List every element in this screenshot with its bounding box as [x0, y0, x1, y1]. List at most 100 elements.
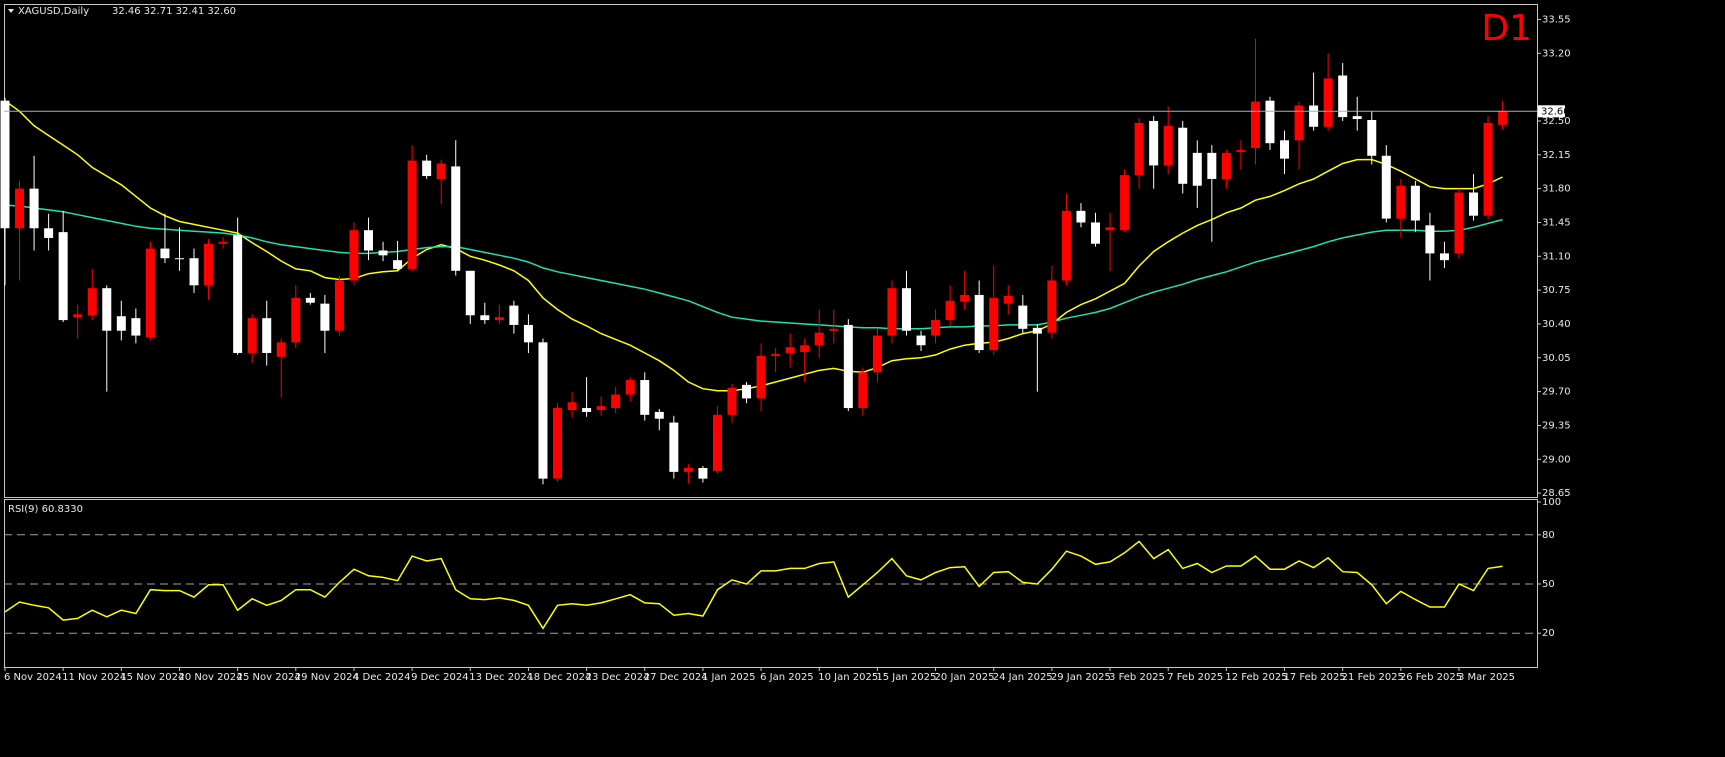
candle-body	[465, 270, 475, 316]
candle-body	[567, 402, 577, 410]
candle-body	[814, 332, 824, 346]
candle-body	[305, 297, 315, 303]
candle-body	[829, 328, 839, 331]
candle-body	[451, 166, 461, 271]
y-tick-label: 31.80	[1542, 184, 1571, 195]
candle-body	[1280, 140, 1290, 159]
x-tick-label: 15 Nov 2024	[120, 672, 184, 683]
candle-body	[1105, 227, 1115, 231]
x-tick-label: 17 Feb 2025	[1284, 672, 1346, 683]
candle-body	[800, 345, 810, 352]
y-tick-label: 31.45	[1542, 217, 1571, 228]
candle-body	[960, 294, 970, 302]
candle-body	[334, 280, 344, 331]
x-tick-label: 10 Jan 2025	[818, 672, 878, 683]
y-tick-label: 28.65	[1542, 488, 1571, 499]
y-tick-label: 80	[1542, 530, 1555, 541]
candle-body	[989, 297, 999, 351]
candle-body	[1032, 327, 1042, 334]
x-tick-label: 3 Feb 2025	[1109, 672, 1165, 683]
candle-body	[611, 394, 621, 409]
candle-body	[1469, 192, 1479, 216]
candle-body	[1338, 75, 1348, 118]
candle-body	[1120, 175, 1130, 231]
candle-body	[1439, 253, 1449, 261]
last-price-box	[1538, 105, 1565, 118]
candle-body	[1367, 120, 1377, 156]
candle-body	[901, 288, 911, 331]
y-tick-label: 100	[1542, 497, 1561, 508]
candle-body	[756, 355, 766, 399]
candle-body	[349, 230, 359, 281]
y-tick-label: 33.55	[1542, 14, 1571, 25]
x-tick-label: 11 Nov 2024	[62, 672, 126, 683]
candle-body	[1396, 185, 1406, 219]
candle-body	[1207, 152, 1217, 179]
x-tick-label: 9 Dec 2024	[411, 672, 469, 683]
candle-body	[1294, 105, 1304, 141]
candle-body	[1309, 105, 1319, 127]
candle-body	[116, 316, 126, 331]
candle-body	[931, 320, 941, 336]
rsi-line	[4, 540, 1503, 630]
candle-body	[58, 232, 68, 321]
timeframe: D1	[1481, 8, 1532, 49]
rsi-title: RSI(9) 60.8330	[8, 504, 83, 515]
candle-body	[1323, 78, 1333, 127]
x-tick-label: 26 Feb 2025	[1400, 672, 1462, 683]
y-tick-label: 31.10	[1542, 251, 1571, 262]
x-tick-label: 12 Feb 2025	[1225, 672, 1287, 683]
candle-body	[15, 188, 25, 229]
candle-body	[698, 468, 708, 479]
candle-body	[320, 303, 330, 331]
candle-body	[1221, 152, 1231, 179]
candle-body	[1352, 116, 1362, 120]
candle-body	[174, 258, 184, 260]
candle-body	[145, 248, 155, 338]
candle-body	[291, 297, 301, 343]
candle-body	[582, 408, 592, 412]
y-tick-label: 32.50	[1542, 116, 1571, 127]
y-tick-label: 50	[1542, 579, 1555, 590]
candle-body	[1178, 127, 1188, 184]
candle-body	[160, 248, 170, 259]
candle-body	[887, 288, 897, 336]
y-tick-label: 33.20	[1542, 48, 1571, 59]
candle-body	[1425, 225, 1435, 254]
x-tick-label: 23 Dec 2024	[586, 672, 650, 683]
candle-body	[625, 380, 635, 395]
candle-body	[596, 406, 606, 410]
x-tick-label: 20 Jan 2025	[935, 672, 995, 683]
menu-arrow[interactable]	[8, 9, 14, 13]
x-tick-label: 3 Mar 2025	[1458, 672, 1515, 683]
candle-body	[29, 188, 39, 229]
x-tick-label: 13 Dec 2024	[469, 672, 533, 683]
candle-body	[683, 468, 693, 472]
y-tick-label: 29.00	[1542, 454, 1571, 465]
candle-body	[436, 163, 446, 179]
candle-body	[1061, 210, 1071, 281]
candle-body	[1134, 122, 1144, 176]
x-tick-label: 7 Feb 2025	[1167, 672, 1223, 683]
candle-body	[654, 411, 664, 419]
symbol-title: XAGUSD,Daily	[18, 6, 89, 17]
y-tick-label: 30.40	[1542, 319, 1571, 330]
candle-body	[87, 288, 97, 316]
y-tick-label: 20	[1542, 628, 1555, 639]
y-tick-label: 29.70	[1542, 387, 1571, 398]
candle-body	[916, 335, 926, 346]
candle-body	[974, 294, 984, 351]
candle-body	[523, 324, 533, 343]
candle-body	[640, 380, 650, 415]
candle-body	[73, 314, 83, 318]
candle-body	[378, 250, 388, 256]
candle-body	[494, 317, 504, 321]
y-tick-label: 32.15	[1542, 150, 1571, 161]
candle-body	[218, 241, 228, 244]
candle-body	[480, 315, 490, 321]
candle-body	[393, 260, 403, 269]
candle-body	[44, 228, 54, 238]
candle-body	[204, 243, 214, 286]
